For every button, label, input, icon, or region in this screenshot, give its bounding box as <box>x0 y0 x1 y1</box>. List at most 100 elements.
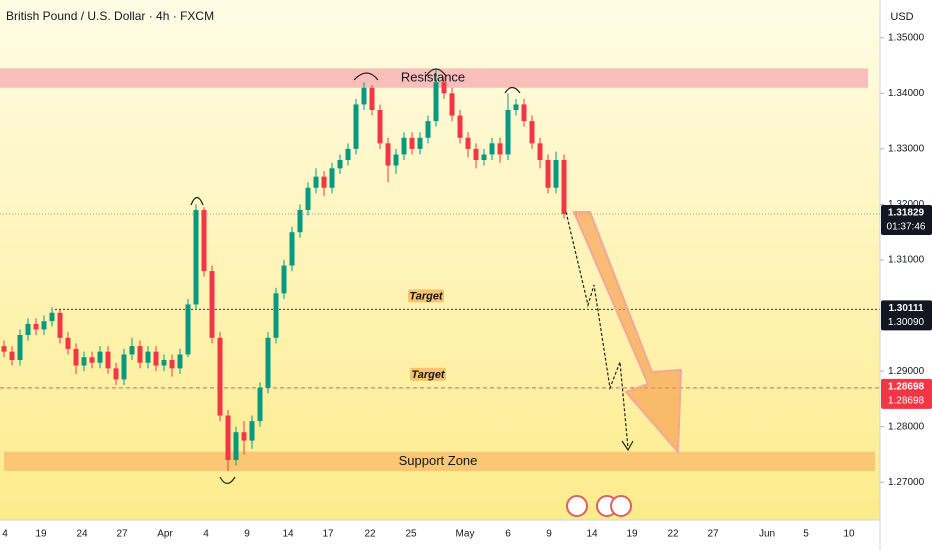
candle-body <box>33 323 39 330</box>
y-tick-label: 1.28000 <box>888 421 925 432</box>
candle-body <box>401 137 407 155</box>
candle-body <box>321 176 327 188</box>
candle-body <box>161 360 167 366</box>
target-label: Target <box>411 369 446 381</box>
candle-body <box>1 346 7 352</box>
candle-body <box>249 421 255 441</box>
candle-body <box>225 415 231 460</box>
price-tag-label: 1.31829 <box>888 208 925 219</box>
candle-body <box>353 104 359 149</box>
candle-body <box>553 160 559 188</box>
candle-body <box>169 360 175 369</box>
target-label-box <box>410 367 446 381</box>
candle-body <box>521 104 527 122</box>
candle-body <box>497 143 503 155</box>
zone-label: Resistance <box>401 69 465 84</box>
zone-label: Support Zone <box>399 453 478 468</box>
candle-body <box>273 293 279 338</box>
x-tick-label: 14 <box>282 529 294 540</box>
candle-body <box>201 210 207 272</box>
y-tick-label: 1.27000 <box>888 477 925 488</box>
candle-body <box>473 148 479 160</box>
candle-body <box>113 368 119 380</box>
candle-body <box>281 265 287 294</box>
price-tag-label: 1.30111 <box>888 303 923 314</box>
price-tag-sub-label: 01:37:46 <box>887 222 926 233</box>
candle-body <box>217 337 223 416</box>
candle-body <box>417 137 423 149</box>
candle-body <box>25 323 31 335</box>
candle-body <box>313 176 319 188</box>
candle-body <box>433 82 439 122</box>
candle-body <box>193 210 199 305</box>
projection-arrow <box>572 211 683 455</box>
price-tag <box>881 378 932 409</box>
candle-body <box>121 354 127 380</box>
x-tick-label: 9 <box>244 529 250 540</box>
candle-body <box>449 93 455 116</box>
x-tick-label: 25 <box>405 529 417 540</box>
currency: USD <box>890 11 913 23</box>
candle-body <box>209 271 215 338</box>
candle-body <box>513 104 519 110</box>
y-tick-label: 1.35000 <box>888 32 925 43</box>
candle-body <box>89 357 95 363</box>
price-tag <box>881 300 932 331</box>
candle-body <box>305 187 311 210</box>
candle-body <box>81 357 87 366</box>
y-tick-label: 1.32000 <box>888 199 925 210</box>
candle-body <box>457 115 463 138</box>
candle-body <box>489 143 495 155</box>
y-tick-label: 1.33000 <box>888 144 925 155</box>
y-tick-label: 1.34000 <box>888 88 925 99</box>
x-tick-label: 22 <box>667 529 679 540</box>
x-tick-label: 9 <box>546 529 552 540</box>
candle-body <box>257 387 263 422</box>
price-tag-sub-label: 1.30090 <box>888 317 925 328</box>
candle-body <box>129 346 135 355</box>
x-tick-label: 5 <box>803 529 809 540</box>
path-arrow-head <box>621 440 634 452</box>
candle-body <box>345 148 351 160</box>
candle-body <box>361 87 367 105</box>
candle-body <box>505 110 511 155</box>
candle-body <box>105 351 111 369</box>
candle-body <box>185 304 191 355</box>
candle-body <box>233 432 239 460</box>
candle-body <box>65 337 71 349</box>
zone <box>0 68 868 88</box>
candle-body <box>369 87 375 110</box>
candle-body <box>9 351 15 360</box>
candle-body <box>137 346 143 363</box>
candle-body <box>41 321 47 330</box>
path-arrow <box>565 211 629 449</box>
event-icons <box>566 495 632 517</box>
candle-body <box>377 110 383 144</box>
candle-body <box>57 312 63 338</box>
x-tick-label: May <box>456 529 475 540</box>
candle-body <box>425 121 431 138</box>
candle-body <box>385 143 391 166</box>
candle-body <box>337 160 343 169</box>
candle-body <box>177 354 183 369</box>
x-tick-label: 22 <box>364 529 376 540</box>
candle-body <box>561 160 567 214</box>
price-tag-label: 1.28698 <box>888 382 925 393</box>
x-tick-label: 24 <box>76 529 88 540</box>
x-tick-label: 10 <box>843 529 855 540</box>
x-tick-label: 14 <box>586 529 598 540</box>
x-tick-label: 4 <box>2 529 8 540</box>
zone <box>4 451 875 472</box>
candle-body <box>153 351 159 366</box>
candle-body <box>297 210 303 233</box>
candle-body <box>241 432 247 441</box>
target-label-box <box>408 289 444 303</box>
candle-body <box>17 335 23 360</box>
x-tick-label: 19 <box>626 529 638 540</box>
swing-markers <box>190 68 521 485</box>
candle-body <box>481 154 487 160</box>
x-tick-label: Jun <box>759 529 775 540</box>
candle-body <box>265 337 271 388</box>
candle-body <box>73 348 79 366</box>
